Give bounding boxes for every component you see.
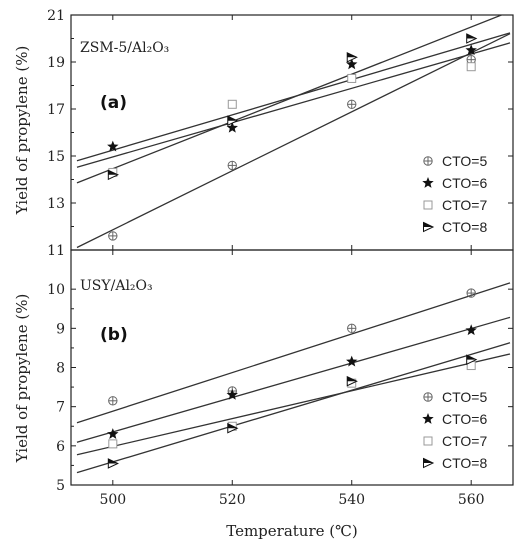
data-point [107,140,119,152]
legend-label: CTO=5 [442,389,487,405]
legend-label: CTO=8 [442,455,487,471]
data-point [108,439,118,449]
panel-tag: (a) [100,93,127,113]
y-tick-label: 19 [47,55,65,71]
legend-label: CTO=7 [442,197,487,213]
panel-tag: (b) [100,325,128,345]
legend-label: CTO=6 [442,411,487,427]
fit-line-2 [76,316,511,443]
data-point [227,115,239,127]
y-tick-label: 21 [47,8,65,24]
data-point [108,396,118,406]
y-tick-label: 8 [56,361,65,377]
data-point [466,354,478,365]
y-tick-label: 5 [56,478,65,494]
data-point [346,355,358,367]
fit-line-4 [76,342,511,474]
legend-marker [423,200,433,210]
x-axis-label: Temperature (℃) [226,522,358,540]
y-tick-label: 10 [47,282,65,298]
data-point [226,121,238,133]
data-point [346,52,358,63]
legend-marker [422,177,434,188]
legend-marker [423,457,435,469]
fit-line-3 [76,42,511,168]
y-axis-label-top: Yield of propylene (%) [13,46,31,216]
data-point [227,160,237,171]
data-point [347,99,357,110]
data-point [226,388,238,400]
x-tick-label: 560 [458,492,485,508]
fit-line-1 [76,282,511,424]
legend-label: CTO=7 [442,433,487,449]
data-point [107,458,119,469]
legend-marker [422,413,434,424]
legend-marker [423,392,433,402]
fit-lines [76,282,511,474]
data-point [465,44,477,56]
y-tick-label: 15 [47,149,65,165]
legend-label: CTO=6 [442,175,487,191]
panel-title: USY/Al₂O₃ [80,278,153,294]
data-point [466,62,476,72]
data-point [107,169,119,181]
legend-label: CTO=8 [442,219,487,235]
y-axis-label-bottom: Yield of propylene (%) [13,294,31,464]
legend-marker [423,156,433,166]
data-point [227,422,239,434]
panel-title: ZSM-5/Al₂O₃ [80,40,169,56]
legend-label: CTO=5 [442,153,487,169]
panel-a: 111315171921ZSM-5/Al₂O₃(a)CTO=5CTO=6CTO=… [47,8,514,259]
legend-marker [423,221,435,233]
y-tick-label: 7 [56,400,65,416]
y-tick-label: 17 [47,102,65,118]
fit-lines [76,15,511,249]
fit-line-3 [76,353,511,456]
y-tick-label: 11 [47,243,65,259]
data-point [227,99,237,109]
legend-marker [423,436,433,446]
fit-line-4 [76,15,504,184]
data-point [346,375,358,387]
y-tick-label: 13 [47,196,65,212]
x-tick-label: 520 [219,492,246,508]
x-tick-label: 500 [99,492,126,508]
data-point [347,73,357,83]
data-point [108,231,118,241]
fit-line-1 [76,33,511,249]
y-tick-label: 9 [56,321,65,337]
y-tick-label: 6 [56,439,65,455]
data-point [466,33,478,44]
data-point [346,58,358,70]
data-point [107,428,119,439]
data-point [466,288,476,298]
x-tick-label: 540 [338,492,365,508]
legend: CTO=5 CTO=6 CTO=7 CTO=8 [422,153,487,235]
data-point [347,323,357,334]
data-point [465,324,477,336]
legend: CTO=5 CTO=6 CTO=7 CTO=8 [422,389,487,471]
